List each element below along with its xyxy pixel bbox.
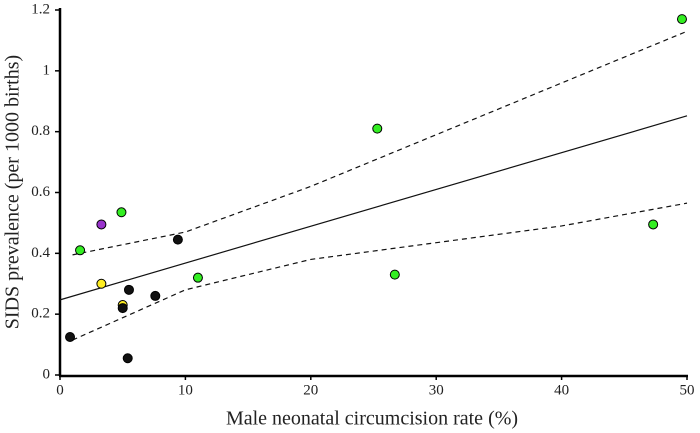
- point: [192, 272, 203, 283]
- y-tick-label: 0.8: [31, 123, 50, 139]
- y-tick-label: 0: [43, 366, 51, 382]
- point: [372, 123, 383, 134]
- y-tick-label: 0.2: [31, 306, 50, 322]
- confidence-band: [72, 202, 688, 341]
- point: [150, 290, 161, 301]
- y-tick-label: 0.6: [31, 184, 50, 200]
- point: [172, 234, 183, 245]
- regression-line: [59, 115, 688, 301]
- point: [117, 303, 128, 314]
- point: [389, 269, 400, 280]
- confidence-band: [72, 30, 688, 256]
- y-tick-label: 1.2: [31, 1, 50, 17]
- y-tick-label: 1: [43, 62, 51, 78]
- x-tick-label: 40: [554, 382, 569, 398]
- point: [116, 207, 127, 218]
- point: [65, 331, 76, 342]
- x-tick-label: 0: [56, 382, 64, 398]
- x-tick-label: 10: [178, 382, 193, 398]
- x-axis-label: Male neonatal circumcision rate (%): [226, 408, 518, 430]
- point: [676, 14, 687, 25]
- point: [123, 284, 134, 295]
- point: [648, 219, 659, 230]
- point: [96, 278, 107, 289]
- point: [96, 219, 107, 230]
- x-tick-label: 20: [303, 382, 318, 398]
- point: [122, 353, 133, 364]
- y-tick-label: 0.4: [31, 245, 50, 261]
- x-tick-label: 50: [680, 382, 695, 398]
- point: [75, 245, 86, 256]
- y-axis-label: SIDS prevalence (per 1000 births): [2, 55, 24, 329]
- x-tick-label: 30: [429, 382, 444, 398]
